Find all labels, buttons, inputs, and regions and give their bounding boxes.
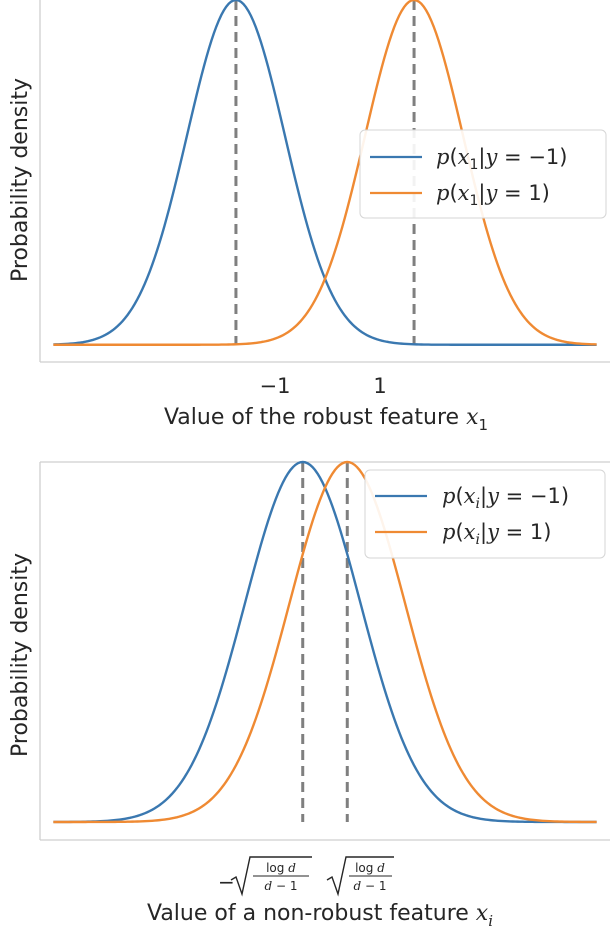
top-mean-lines — [234, 0, 416, 345]
bottom-xtick-label-pos: log d d − 1 — [326, 856, 394, 897]
bottom-legend-box — [364, 469, 606, 559]
bottom-legend-entry-1: p(xi|y = −1) — [442, 484, 569, 512]
top-xtick-label-pos1: 1 — [373, 374, 386, 398]
density-curve-2 — [53, 0, 597, 346]
bottom-legend: p(xi|y = −1) p(xi|y = 1) — [364, 469, 606, 559]
top-legend: p(x1|y = −1) p(x1|y = 1) — [359, 129, 607, 219]
bottom-chart: − log d d − 1 log d d − 1 Value of a non… — [8, 460, 610, 930]
bottom-xtick-label-neg: − log d d − 1 — [218, 856, 312, 897]
bottom-x-axis-label: Value of a non-robust feature xi — [147, 901, 493, 930]
svg-text:−: − — [218, 870, 235, 894]
svg-text:log d: log d — [266, 861, 296, 875]
top-density-curves — [53, 0, 597, 346]
top-legend-box — [359, 129, 607, 219]
svg-text:log d: log d — [355, 861, 385, 875]
svg-text:d − 1: d − 1 — [353, 879, 386, 893]
bottom-mean-lines — [301, 462, 349, 822]
density-curve-2 — [53, 460, 597, 824]
bottom-legend-entry-2: p(xi|y = 1) — [442, 520, 551, 548]
bottom-y-axis-label: Probability density — [8, 553, 33, 757]
top-chart: −1 1 Value of the robust feature x1 Prob… — [8, 0, 610, 434]
bottom-density-curves — [53, 460, 597, 824]
svg-text:d − 1: d − 1 — [264, 879, 297, 893]
top-xtick-label-neg1: −1 — [260, 374, 291, 398]
top-x-axis-label: Value of the robust feature x1 — [164, 405, 488, 434]
top-legend-entry-2: p(x1|y = 1) — [436, 181, 550, 209]
top-y-axis-label: Probability density — [8, 78, 33, 282]
top-legend-entry-1: p(x1|y = −1) — [436, 145, 567, 173]
